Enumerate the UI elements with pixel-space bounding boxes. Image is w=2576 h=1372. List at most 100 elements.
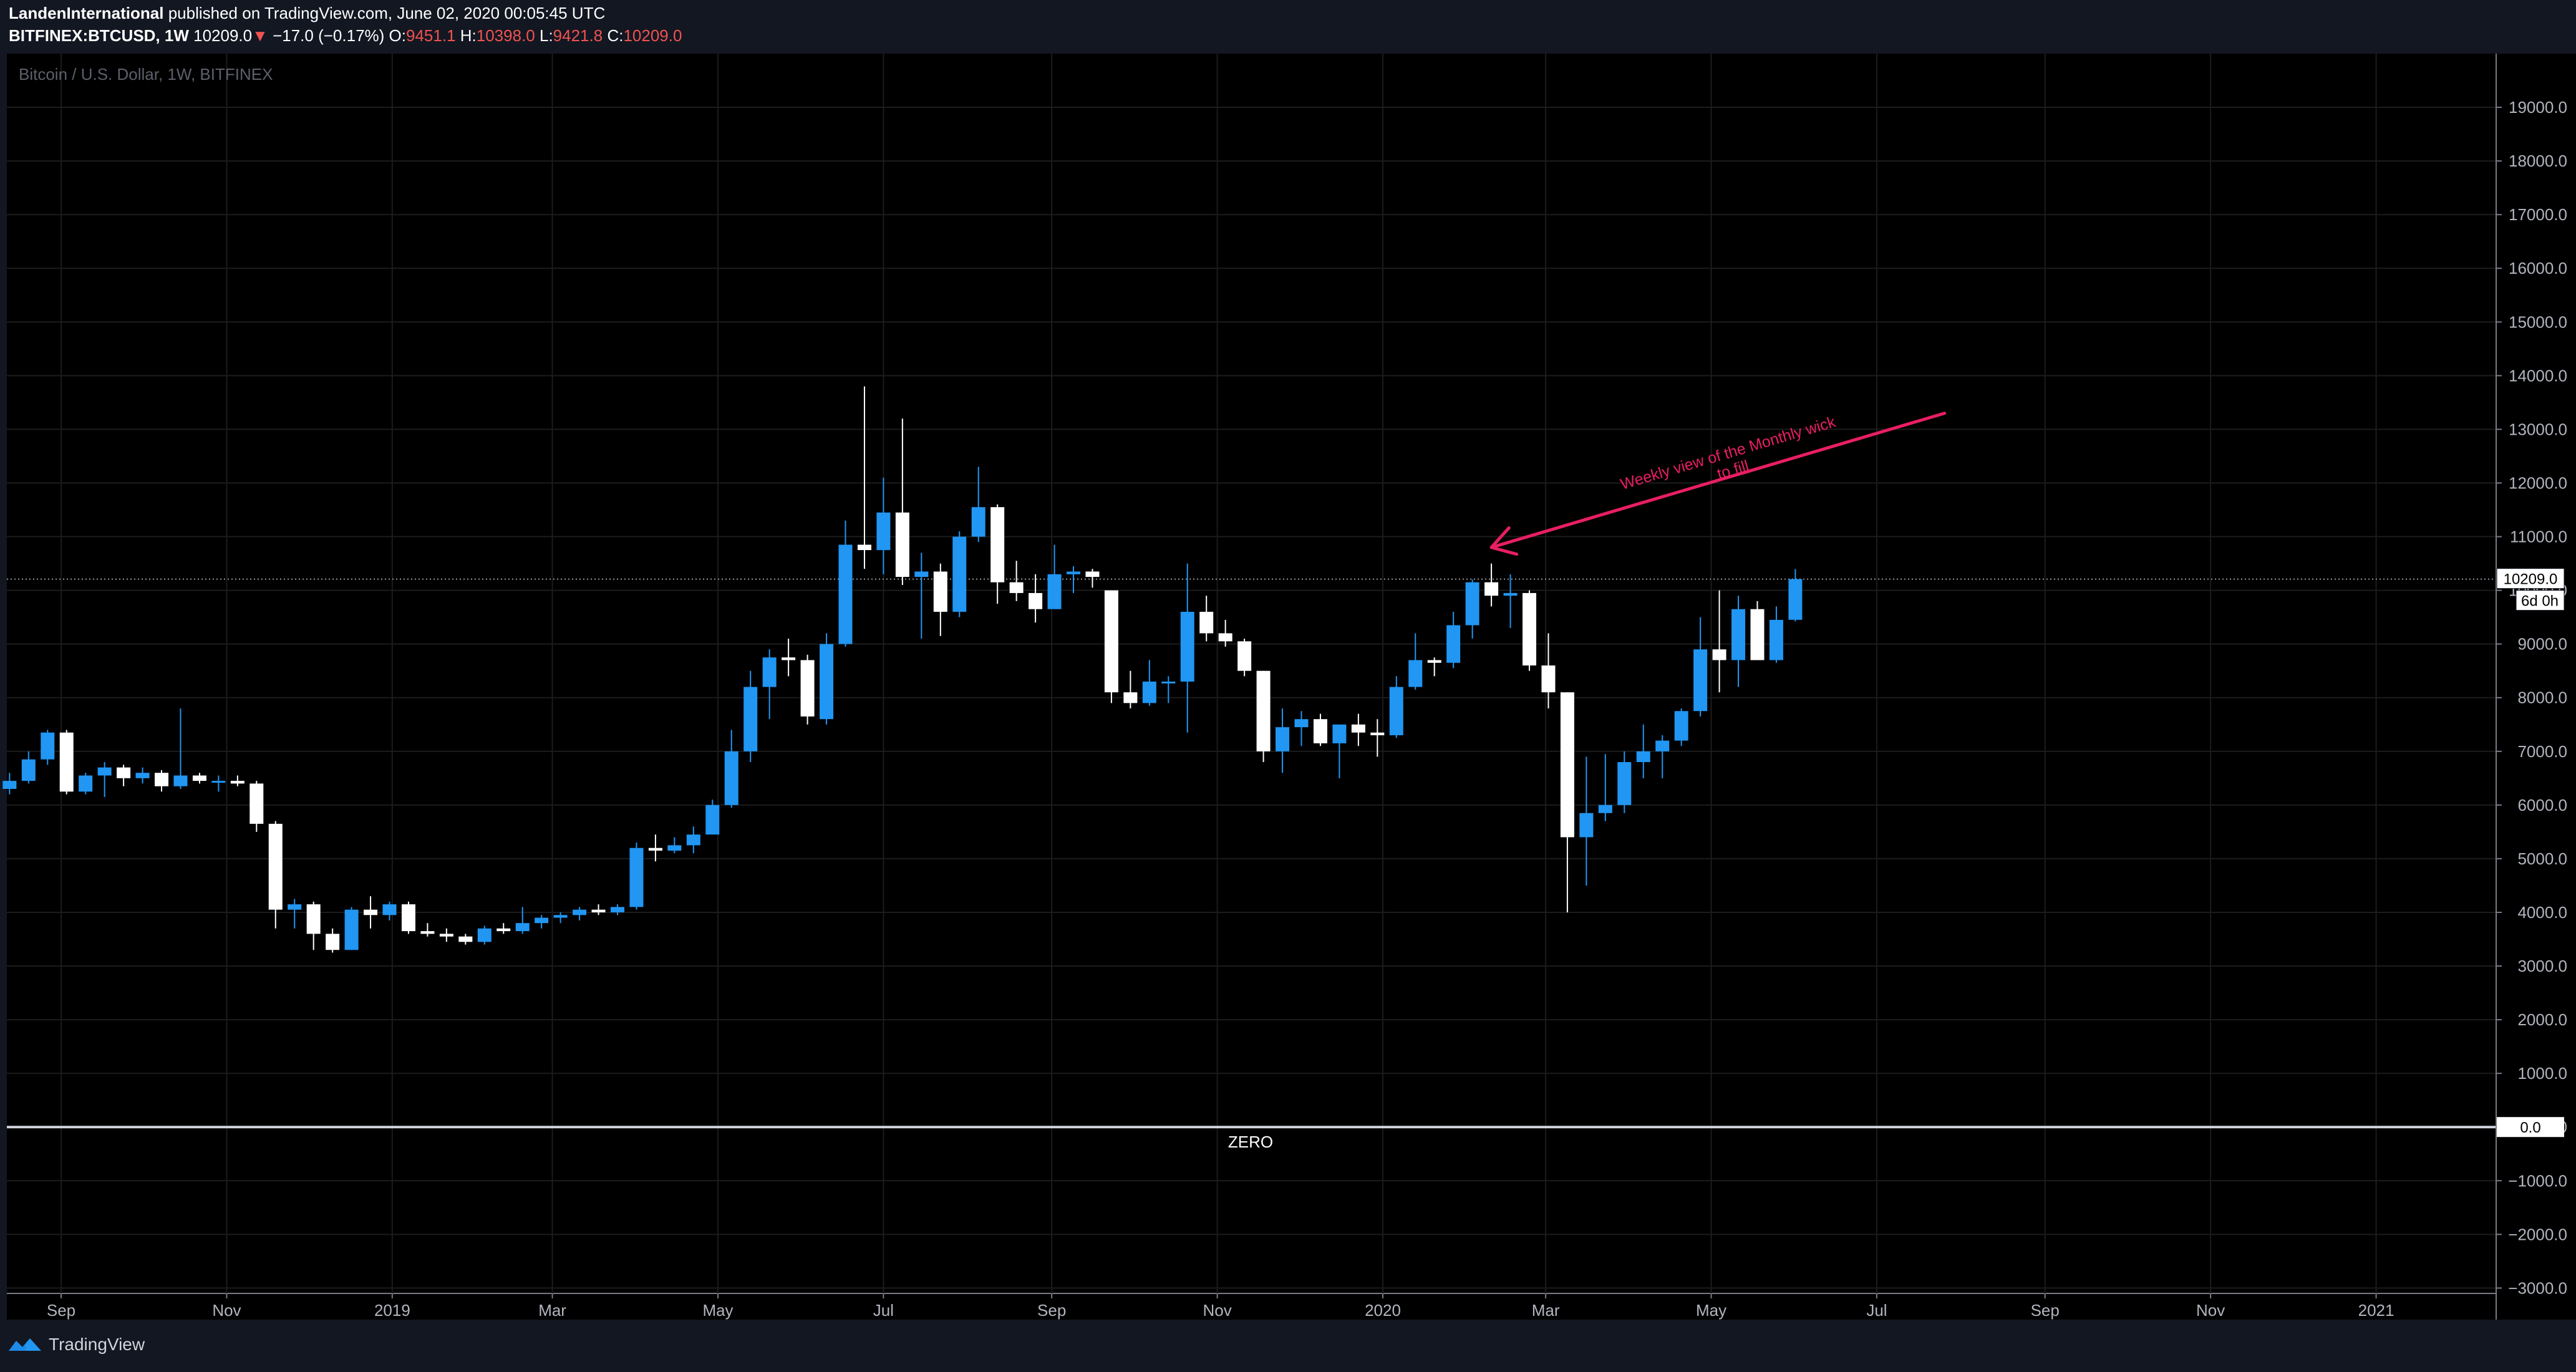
candle-body-down[interactable] (782, 657, 796, 660)
candle-body-down[interactable] (591, 909, 606, 912)
candle-body-down[interactable] (1484, 582, 1499, 596)
candle-body-down[interactable] (1237, 641, 1252, 671)
candle-body-up[interactable] (743, 687, 758, 751)
annotation-arrow-line[interactable] (1489, 412, 1947, 549)
candle-body-up[interactable] (1161, 681, 1176, 684)
candle-body-down[interactable] (990, 507, 1005, 582)
candle-body-up[interactable] (1579, 813, 1594, 838)
candle-body-down[interactable] (1313, 719, 1327, 743)
candle-body-down[interactable] (1256, 670, 1271, 751)
chart-panel[interactable] (7, 54, 2496, 1320)
candle-body-down[interactable] (1560, 692, 1574, 838)
candle-body-up[interactable] (1655, 740, 1670, 751)
candle-body-up[interactable] (535, 917, 549, 924)
candle-body-down[interactable] (364, 909, 378, 915)
candle-body-up[interactable] (724, 751, 738, 805)
candle-body-up[interactable] (1598, 804, 1612, 813)
candle-body-up[interactable] (382, 904, 397, 915)
candle-body-up[interactable] (1142, 681, 1156, 703)
candle-body-down[interactable] (155, 773, 169, 786)
candle-body-up[interactable] (914, 571, 929, 577)
candle-body-up[interactable] (952, 536, 967, 612)
candle-body-up[interactable] (79, 775, 93, 792)
candle-body-up[interactable] (1047, 574, 1062, 609)
candle-body-up[interactable] (1408, 660, 1423, 687)
candle-body-up[interactable] (629, 848, 644, 907)
candle-body-up[interactable] (1276, 727, 1290, 751)
candle-body-up[interactable] (41, 732, 55, 760)
candle-body-up[interactable] (288, 904, 302, 910)
candle-body-down[interactable] (458, 936, 473, 942)
candle-body-up[interactable] (1389, 687, 1403, 735)
candle-body-down[interactable] (1522, 592, 1536, 666)
candle-body-up[interactable] (667, 845, 682, 851)
candle-body-down[interactable] (420, 931, 435, 934)
candle-body-up[interactable] (876, 512, 891, 551)
candle-body-down[interactable] (268, 823, 283, 910)
candle-body-up[interactable] (97, 767, 112, 776)
tradingview-brand[interactable]: TradingView (7, 1335, 145, 1355)
candle-body-up[interactable] (1465, 582, 1479, 626)
price-axis[interactable] (2496, 54, 2576, 1320)
candle-body-down[interactable] (1123, 692, 1138, 703)
candle-body-up[interactable] (1294, 719, 1309, 728)
candle-body-down[interactable] (59, 732, 74, 792)
candle-body-down[interactable] (1541, 665, 1556, 693)
candle-body-up[interactable] (1674, 711, 1688, 741)
candle-body-down[interactable] (1085, 571, 1100, 577)
candle-body-up[interactable] (1446, 625, 1461, 663)
candle-body-up[interactable] (1693, 649, 1708, 712)
candle-body-down[interactable] (192, 775, 206, 781)
candle-body-up[interactable] (762, 657, 777, 687)
candle-body-down[interactable] (326, 934, 340, 950)
candle-body-down[interactable] (1104, 590, 1118, 693)
candle-body-up[interactable] (553, 915, 568, 918)
candle-body-down[interactable] (496, 928, 511, 932)
candle-body-down[interactable] (439, 934, 453, 937)
candle-body-up[interactable] (21, 759, 36, 781)
candle-body-down[interactable] (1029, 592, 1043, 609)
candle-body-up[interactable] (135, 773, 150, 778)
candle-body-up[interactable] (838, 544, 853, 644)
candle-body-up[interactable] (1067, 571, 1080, 574)
candle-body-down[interactable] (1351, 724, 1365, 733)
candle-body-up[interactable] (1503, 592, 1518, 596)
candle-body-down[interactable] (1370, 732, 1385, 735)
candle-body-up[interactable] (1731, 609, 1746, 660)
candle-body-down[interactable] (401, 904, 415, 932)
candle-body-up[interactable] (344, 909, 359, 950)
candle-body-up[interactable] (971, 507, 985, 537)
candle-body-up[interactable] (1788, 579, 1803, 620)
candle-body-up[interactable] (611, 907, 625, 912)
candle-body-up[interactable] (477, 928, 491, 942)
candle-body-up[interactable] (1332, 724, 1347, 743)
candle-body-down[interactable] (1218, 633, 1232, 642)
candle-body-up[interactable] (515, 923, 530, 932)
candle-body-down[interactable] (933, 571, 947, 612)
candle-body-down[interactable] (648, 848, 662, 851)
candle-body-up[interactable] (820, 644, 834, 720)
candle-body-down[interactable] (1750, 609, 1765, 660)
candle-body-up[interactable] (1617, 762, 1632, 805)
candle-body-down[interactable] (895, 512, 909, 577)
candle-body-down[interactable] (117, 767, 131, 778)
candle-body-up[interactable] (1180, 612, 1194, 682)
candle-body-down[interactable] (1427, 660, 1441, 663)
candle-body-up[interactable] (705, 804, 720, 835)
symbol-label[interactable]: BITFINEX:BTCUSD, 1W (9, 26, 189, 45)
candle-body-down[interactable] (249, 783, 264, 824)
author-name[interactable]: LandenInternational (9, 4, 164, 22)
candle-body-up[interactable] (211, 781, 226, 783)
candle-body-up[interactable] (173, 775, 188, 786)
candle-body-down[interactable] (1712, 649, 1726, 660)
candle-body-down[interactable] (857, 544, 871, 551)
candle-body-up[interactable] (686, 834, 700, 846)
candle-body-up[interactable] (2, 781, 17, 790)
candle-body-down[interactable] (800, 660, 815, 717)
candle-body-down[interactable] (1199, 612, 1214, 634)
candle-body-up[interactable] (573, 909, 587, 915)
candle-body-down[interactable] (230, 781, 245, 784)
candle-body-up[interactable] (1769, 619, 1783, 660)
candle-body-down[interactable] (306, 904, 321, 934)
